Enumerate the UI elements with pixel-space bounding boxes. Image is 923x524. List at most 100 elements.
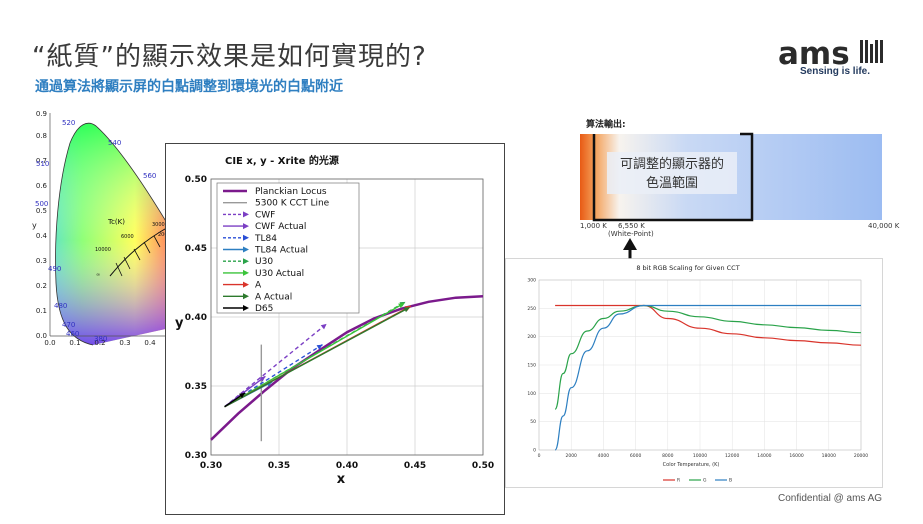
adjustable-range-bracket <box>592 132 754 222</box>
planckian-locus-line <box>210 295 484 441</box>
arrow-u30-actual <box>224 302 405 408</box>
wavelength-label: 540 <box>108 139 121 147</box>
legend-item: 5300 K CCT Line <box>223 199 330 209</box>
range-label-line1: 可調整的顯示器的 <box>620 156 724 172</box>
x-tick: 0.3 <box>119 339 130 347</box>
wavelength-label: 490 <box>48 265 61 273</box>
legend-label: 5300 K CCT Line <box>255 199 330 209</box>
rgb-scaling-chart: 8 bit RGB Scaling for Given CCT 0 50 100 15… <box>505 258 883 488</box>
wavelength-label: 480 <box>54 302 67 310</box>
legend-label: U30 Actual <box>255 269 304 279</box>
x-tick-label: 4000 <box>598 453 610 459</box>
y-tick-label: 100 <box>527 391 536 397</box>
tc-label: Tc(K) <box>107 218 125 226</box>
page-title: “紙質”的顯示效果是如何實現的? <box>32 42 427 72</box>
y-tick-label: 0.30 <box>185 451 207 461</box>
legend-label: U30 <box>255 257 273 267</box>
x-tick: 0.4 <box>144 339 156 347</box>
x-axis-title: Color Temperature, (K) <box>663 462 720 468</box>
x-tick-label: 20000 <box>854 453 868 459</box>
ams-logo: ams <box>778 38 883 72</box>
legend-item: U30 <box>223 257 273 267</box>
x-tick-label: 0.35 <box>268 461 290 471</box>
y-axis-title: y <box>175 316 184 331</box>
tick-label: 40,000 K <box>868 222 900 230</box>
page-subtitle: 通過算法將顯示屏的白點調整到環境光的白點附近 <box>35 79 343 95</box>
x-tick-label: 18000 <box>822 453 836 459</box>
y-tick: 0.2 <box>36 282 47 290</box>
x-tick-label: 16000 <box>789 453 803 459</box>
cct-label: ∞ <box>96 272 100 278</box>
legend-item: Planckian Locus <box>223 187 327 197</box>
y-tick: 0.4 <box>36 232 48 240</box>
y-tick-label: 150 <box>527 363 536 369</box>
range-label-line2: 色溫範圍 <box>646 175 698 191</box>
y-tick-label: 200 <box>527 334 536 340</box>
x-tick-label: 0.40 <box>336 461 358 471</box>
legend-item: B <box>715 478 732 484</box>
logo-wordmark: ams <box>778 38 850 72</box>
y-tick: 0.5 <box>36 207 47 215</box>
y-tick: 0.0 <box>36 332 47 340</box>
cie-diagram: 0.0 0.1 0.2 0.3 0.4 0.5 0.6 0.7 0.8 0.9 … <box>32 110 180 348</box>
legend-label: Planckian Locus <box>255 187 327 197</box>
cct-label: 3000 <box>152 222 165 228</box>
tick-label: 6,550 K <box>618 222 645 230</box>
y-tick-label: 0.50 <box>185 175 207 185</box>
y-tick-label: 0.45 <box>185 244 207 254</box>
legend-item: A <box>223 281 262 291</box>
x-tick-label: 2000 <box>565 453 577 459</box>
chart-title: 8 bit RGB Scaling for Given CCT <box>636 264 739 272</box>
legend-label: A <box>255 281 262 291</box>
y-axis-label: y <box>32 221 37 230</box>
x-tick-label: 0.50 <box>472 461 494 471</box>
legend-label: B <box>729 478 732 484</box>
series-line-g <box>554 304 862 410</box>
y-tick: 0.6 <box>36 182 48 190</box>
legend-item: G <box>689 478 707 484</box>
legend-label: TL84 <box>254 234 277 244</box>
logo-tagline: Sensing is life. <box>800 66 871 77</box>
y-tick-label: 300 <box>527 278 536 284</box>
x-axis-title: x <box>337 472 346 487</box>
tick-label-note: (White-Point) <box>608 230 654 238</box>
legend-item: A Actual <box>223 292 292 302</box>
wavelength-label: 470 <box>62 321 75 329</box>
x-tick-label: 0.45 <box>404 461 426 471</box>
cie-xy-chart: CIE x, y - Xrite 的光源 0.30 0.35 0.40 0.45 0.5… <box>165 143 505 515</box>
y-tick-label: 0 <box>533 448 536 454</box>
y-tick-label: 0.40 <box>185 313 207 323</box>
legend-item: R <box>663 478 680 484</box>
legend-item: TL84 <box>223 234 277 244</box>
legend-item: TL84 Actual <box>223 246 308 256</box>
arrow-cwf <box>224 323 328 408</box>
legend-label: A Actual <box>255 292 292 302</box>
legend-label: TL84 Actual <box>254 246 308 256</box>
series-line-b <box>554 304 861 451</box>
legend-label: CWF Actual <box>255 222 306 232</box>
wavelength-label: 500 <box>35 200 48 208</box>
x-tick-label: 14000 <box>757 453 771 459</box>
arrow-tl84 <box>224 344 323 408</box>
y-tick: 0.9 <box>36 110 47 118</box>
confidential-notice: Confidential @ ams AG <box>778 493 883 504</box>
legend-label: G <box>703 478 707 484</box>
wavelength-label: 510 <box>36 160 49 168</box>
arrow-d65 <box>224 392 246 408</box>
legend-item: CWF <box>223 210 275 220</box>
legend-label: R <box>677 478 680 484</box>
x-tick-label: 0 <box>538 453 541 459</box>
y-tick-label: 250 <box>527 306 536 312</box>
y-tick-label: 50 <box>530 419 536 425</box>
y-tick: 0.3 <box>36 257 47 265</box>
y-tick: 0.8 <box>36 132 47 140</box>
legend-label: D65 <box>255 304 273 314</box>
chart-legend <box>216 182 360 314</box>
x-tick: 0.2 <box>94 339 105 347</box>
x-tick: 0.0 <box>44 339 55 347</box>
legend-item: CWF Actual <box>223 222 306 232</box>
algorithm-output-heading: 算法輸出: <box>586 120 626 130</box>
legend-label: CWF <box>255 210 275 220</box>
x-axis-label: x <box>148 347 153 348</box>
x-tick-label: 12000 <box>725 453 739 459</box>
